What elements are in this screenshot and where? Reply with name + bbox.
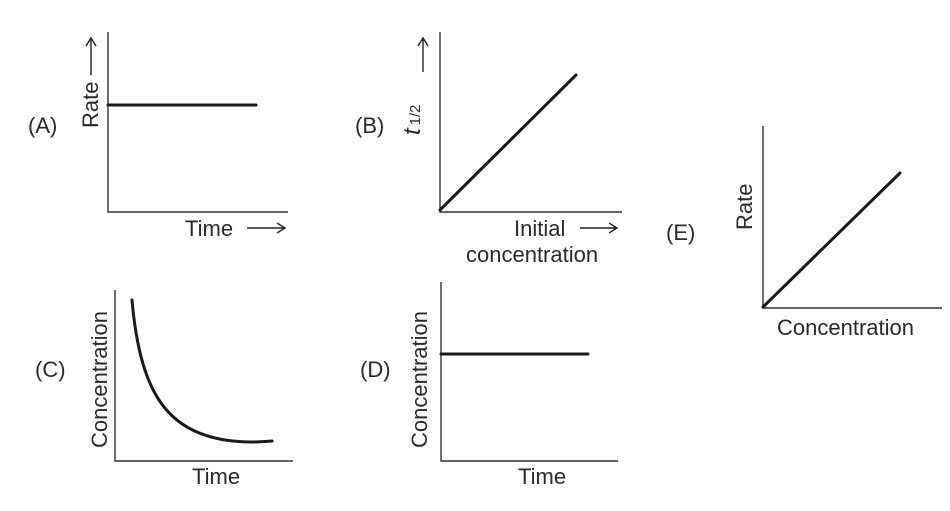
panel-d-y-label: Concentration [407,311,432,448]
panel-d: (D) Concentration Time [360,282,618,489]
panel-a-x-label: Time [185,216,233,241]
panel-c: (C) Concentration Time [35,290,293,489]
panel-c-x-label: Time [192,464,240,489]
panel-e-x-label: Concentration [777,315,914,340]
panel-b-x-arrow [580,222,619,234]
panel-a: (A) Rate Time [28,32,288,241]
panel-b-linear-line [438,73,578,212]
panel-b-tag: (B) [355,113,384,138]
panel-c-axes [114,290,293,462]
panel-e: (E) Rate Concentration [666,126,942,340]
panel-e-tag: (E) [666,220,695,245]
panel-a-y-arrow [85,36,97,75]
panel-c-y-label: Concentration [87,311,112,448]
panel-a-tag: (A) [28,113,57,138]
panel-d-tag: (D) [360,357,391,382]
panel-b-x-label-line1: Initial [514,216,565,241]
panel-a-axes [107,32,288,213]
panel-e-linear-line [761,171,902,309]
panel-a-y-label: Rate [78,82,103,128]
panel-c-decay-curve [130,298,274,444]
panel-d-axes [440,282,618,462]
panel-b-x-label-line2: concentration [466,242,598,267]
panel-b: (B) t1/2 Initial concentration [355,32,622,267]
panel-b-axes [439,32,622,213]
panel-b-y-arrow [417,36,429,72]
panel-e-y-label: Rate [732,184,757,230]
panel-a-x-arrow [247,222,287,234]
panel-d-x-label: Time [518,464,566,489]
panel-b-y-label: t1/2 [399,104,426,135]
panel-c-tag: (C) [35,357,66,382]
